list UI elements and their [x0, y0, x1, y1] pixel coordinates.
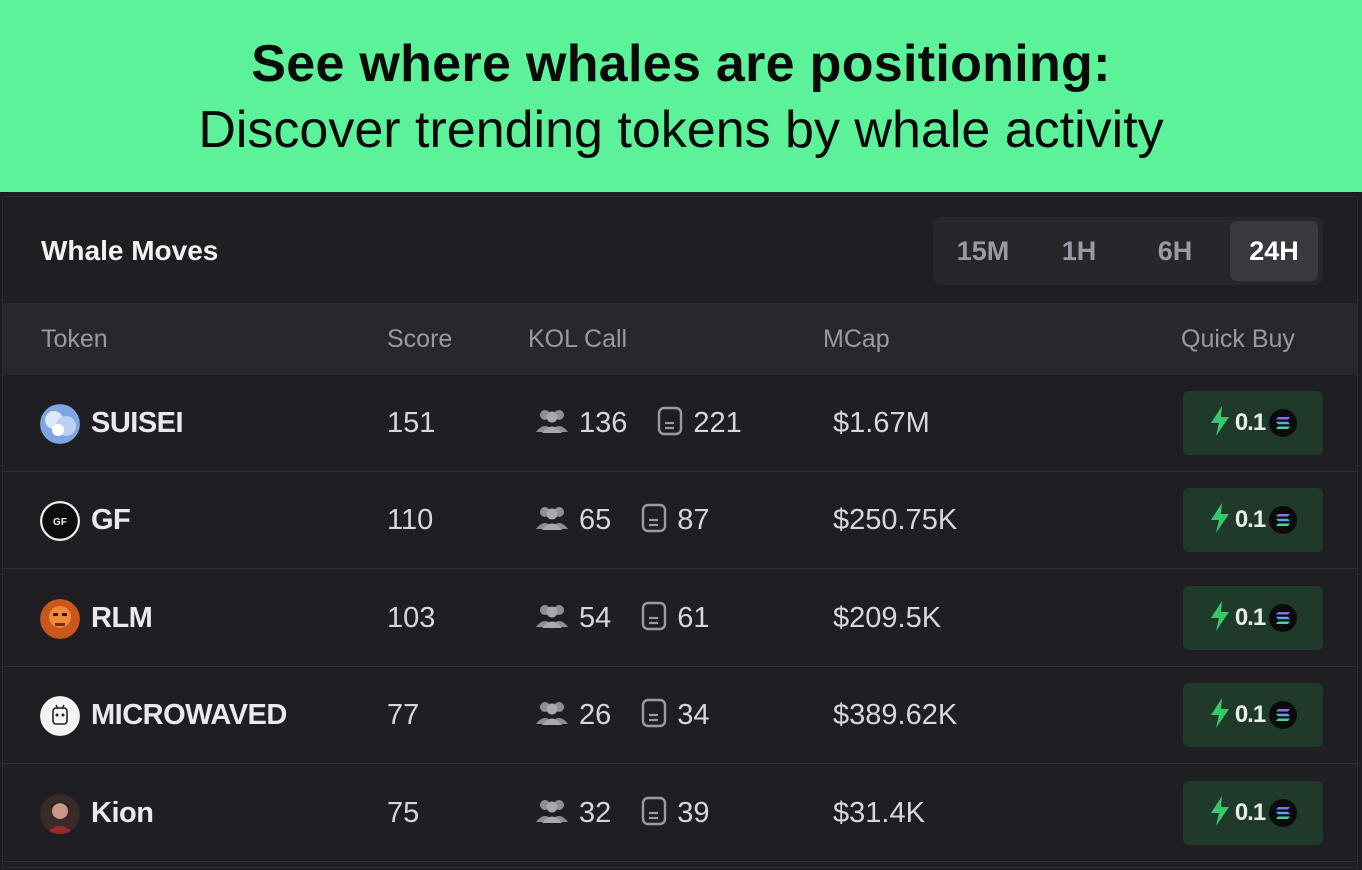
token-mcap: $209.5K	[833, 602, 942, 634]
column-header-mcap[interactable]: MCap	[823, 325, 890, 353]
banner-headline: See where whales are positioning:	[251, 35, 1111, 93]
timeframe-6h-button[interactable]: 6H	[1157, 235, 1193, 266]
token-symbol[interactable]: GF	[91, 504, 131, 536]
solana-icon	[1269, 506, 1298, 534]
kion-avatar-icon	[40, 794, 80, 834]
timeframe-24h-button[interactable]: 24H	[1230, 221, 1318, 281]
table-row[interactable]: Kion 75 32 39 $31.4K 0.1	[3, 765, 1357, 862]
solana-icon	[1269, 701, 1298, 729]
document-icon	[657, 406, 683, 441]
token-score: 103	[387, 602, 436, 634]
solana-icon	[1269, 409, 1298, 437]
kol-calls-count: 39	[677, 796, 710, 829]
table-header: Token Score KOL Call MCap Quick Buy	[3, 303, 1357, 375]
users-icon	[535, 603, 569, 634]
timeframe-1h-button[interactable]: 1H	[1061, 235, 1097, 266]
document-icon	[641, 503, 667, 538]
token-symbol[interactable]: MICROWAVED	[91, 699, 287, 731]
token-score: 110	[387, 504, 434, 536]
kol-calls-count: 221	[693, 406, 742, 439]
lightning-icon	[1209, 405, 1231, 442]
banner-subheadline: Discover trending tokens by whale activi…	[198, 101, 1164, 159]
kol-call-cell: 26 34	[535, 697, 710, 733]
solana-icon	[1269, 799, 1298, 827]
kol-call-cell: 54 61	[535, 600, 710, 636]
microwaved-avatar-icon	[40, 696, 80, 736]
column-header-token[interactable]: Token	[41, 325, 108, 353]
lightning-icon	[1209, 795, 1231, 832]
token-symbol[interactable]: Kion	[91, 797, 154, 829]
users-icon	[535, 798, 569, 829]
kol-users-count: 32	[579, 796, 612, 829]
users-icon	[535, 408, 569, 439]
kol-users-count: 65	[579, 503, 612, 536]
kol-calls-count: 61	[677, 601, 710, 634]
users-icon	[535, 700, 569, 731]
kol-users-count: 26	[579, 698, 612, 731]
token-score: 75	[387, 797, 420, 829]
panel-title: Whale Moves	[41, 235, 219, 266]
document-icon	[641, 601, 667, 636]
kol-call-cell: 65 87	[535, 502, 710, 538]
table-row[interactable]: SUISEI 151 136 221 $1.67M 0.1	[3, 375, 1357, 472]
quick-buy-button[interactable]: 0.1	[1183, 391, 1323, 455]
quick-buy-amount: 0.1	[1234, 701, 1266, 728]
table-row[interactable]: RLM 103 54 61 $209.5K 0.1	[3, 570, 1357, 667]
quick-buy-amount: 0.1	[1234, 604, 1266, 631]
column-header-quick-buy: Quick Buy	[1181, 325, 1295, 353]
quick-buy-amount: 0.1	[1234, 799, 1266, 826]
quick-buy-button[interactable]: 0.1	[1183, 488, 1323, 552]
table-row[interactable]: GF GF 110 65 87 $250.75K 0.1	[3, 472, 1357, 569]
quick-buy-button[interactable]: 0.1	[1183, 586, 1323, 650]
quick-buy-button[interactable]: 0.1	[1183, 781, 1323, 845]
token-symbol[interactable]: RLM	[91, 602, 153, 634]
token-score: 77	[387, 699, 420, 731]
quick-buy-button[interactable]: 0.1	[1183, 683, 1323, 747]
lightning-icon	[1209, 697, 1231, 734]
token-score: 151	[387, 407, 436, 439]
users-icon	[535, 505, 569, 536]
rlm-avatar-icon	[40, 599, 80, 639]
kol-users-count: 136	[579, 406, 628, 439]
table-row[interactable]: MICROWAVED 77 26 34 $389.62K 0.1	[3, 667, 1357, 764]
column-header-score[interactable]: Score	[387, 325, 453, 353]
timeframe-selector: 15M 1H 6H 24H	[933, 217, 1323, 285]
gf-avatar-icon: GF	[40, 501, 80, 541]
lightning-icon	[1209, 600, 1231, 637]
kol-call-cell: 32 39	[535, 795, 710, 831]
document-icon	[641, 698, 667, 733]
suisei-avatar-icon	[40, 404, 80, 444]
solana-icon	[1269, 604, 1298, 632]
timeframe-15m-button[interactable]: 15M	[956, 235, 1010, 266]
token-mcap: $1.67M	[833, 407, 930, 439]
token-mcap: $250.75K	[833, 504, 958, 536]
column-header-kol-call[interactable]: KOL Call	[528, 325, 628, 353]
whale-moves-panel: Whale Moves 15M 1H 6H 24H Token Score KO…	[2, 196, 1358, 868]
promo-banner: See where whales are positioning: Discov…	[0, 0, 1362, 192]
lightning-icon	[1209, 502, 1231, 539]
kol-calls-count: 87	[677, 503, 710, 536]
token-mcap: $31.4K	[833, 797, 925, 829]
kol-users-count: 54	[579, 601, 612, 634]
gf-avatar-text: GF	[53, 517, 67, 528]
document-icon	[641, 796, 667, 831]
token-mcap: $389.62K	[833, 699, 958, 731]
quick-buy-amount: 0.1	[1234, 409, 1266, 436]
token-symbol[interactable]: SUISEI	[91, 407, 184, 439]
kol-call-cell: 136 221	[535, 405, 742, 441]
quick-buy-amount: 0.1	[1234, 506, 1266, 533]
kol-calls-count: 34	[677, 698, 710, 731]
